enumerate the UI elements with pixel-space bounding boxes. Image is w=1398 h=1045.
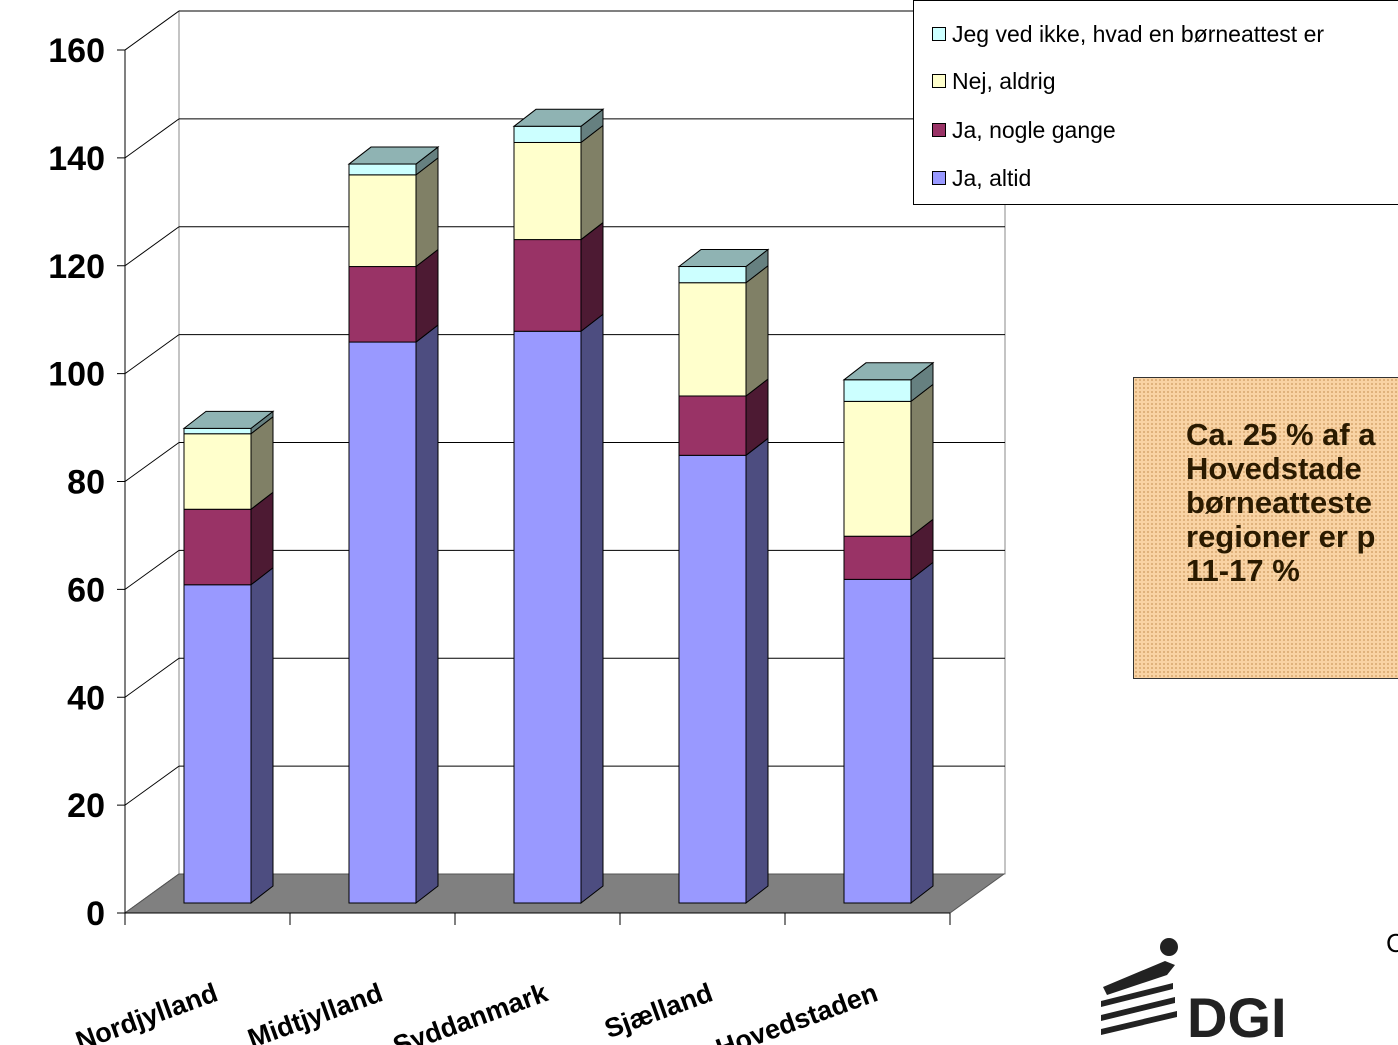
bar-side [910, 561, 934, 905]
logo-stripe [1101, 983, 1173, 1007]
bar-segment [183, 427, 252, 435]
gridline-diagonal [124, 226, 180, 267]
bar-segment [678, 395, 747, 456]
bar-segment [348, 266, 417, 343]
legend: Jeg ved ikke, hvad en børneattest er Nej… [913, 0, 1398, 205]
x-tick-label: Sjælland [601, 977, 717, 1044]
dgi-logo: DGI [1101, 938, 1287, 1045]
logo-text: DGI [1187, 986, 1287, 1045]
bar-segment [183, 433, 252, 510]
gridline-diagonal [124, 334, 180, 375]
bar-side [745, 264, 769, 398]
edge-glyph: C [1386, 928, 1398, 958]
legend-swatch [932, 123, 946, 137]
bar-side [250, 566, 274, 905]
legend-item: Jeg ved ikke, hvad en børneattest er [932, 19, 1324, 49]
bar-segment [678, 282, 747, 397]
bar-top [677, 249, 770, 268]
bar-segment [513, 141, 582, 241]
bar-segment [513, 239, 582, 332]
legend-label: Ja, altid [952, 164, 1032, 191]
bar-segment [843, 379, 912, 402]
bar-segment [513, 125, 582, 143]
logo-body [1103, 961, 1175, 995]
gridline-diagonal [124, 10, 180, 51]
annotation-box: Ca. 25 % af a Hovedstade børneatteste re… [1133, 377, 1398, 679]
legend-swatch [932, 27, 946, 41]
gridline-diagonal [124, 442, 180, 482]
legend-item: Ja, altid [932, 163, 1031, 193]
gridline-diagonal [124, 549, 180, 590]
x-tick-label: Hovedstaden [712, 977, 882, 1045]
bar-top [842, 362, 935, 381]
y-tick-label: 140 [48, 140, 105, 178]
bar-side [580, 124, 604, 241]
bar-segment [843, 400, 912, 537]
bar-side [910, 383, 934, 538]
bar-top [347, 146, 440, 165]
bar-side [580, 313, 604, 905]
bar-segment [183, 508, 252, 586]
bar-segment [843, 578, 912, 904]
x-tick-label: Nordjylland [72, 977, 222, 1045]
gridline-diagonal [124, 657, 180, 698]
bar-segment [183, 584, 252, 904]
logo-stripe [1101, 997, 1175, 1021]
y-tick-label: 40 [67, 679, 105, 717]
bar-top [182, 410, 275, 429]
y-tick-label: 160 [48, 32, 105, 70]
legend-label: Ja, nogle gange [952, 116, 1116, 143]
bar-segment [678, 454, 747, 904]
y-tick-label: 120 [48, 248, 105, 286]
y-tick-label: 80 [67, 464, 105, 502]
y-tick-label: 20 [67, 787, 105, 825]
bar-segment [348, 163, 417, 176]
legend-label: Jeg ved ikke, hvad en børneattest er [952, 20, 1325, 47]
bar-segment [348, 341, 417, 904]
bar-side [415, 156, 439, 268]
legend-swatch [932, 171, 946, 185]
bar-side [580, 221, 604, 333]
legend-item: Ja, nogle gange [932, 115, 1116, 145]
legend-label: Nej, aldrig [952, 67, 1056, 94]
bar-top [512, 108, 605, 127]
logo-head [1160, 938, 1178, 956]
bar-side [745, 437, 769, 905]
x-tick-label: Syddanmark [389, 977, 552, 1045]
gridline-diagonal [124, 118, 180, 159]
bar-segment [348, 174, 417, 268]
bar-segment [843, 535, 912, 580]
legend-swatch [932, 74, 946, 88]
y-tick-label: 0 [86, 895, 105, 933]
bar-segment [678, 266, 747, 284]
y-tick-label: 100 [48, 356, 105, 394]
annotation-text: Ca. 25 % af a Hovedstade børneatteste re… [1186, 417, 1376, 588]
gridline-diagonal [124, 765, 180, 806]
legend-item: Nej, aldrig [932, 66, 1056, 96]
logo-stripe [1101, 1011, 1177, 1035]
x-tick-label: Midtjylland [244, 977, 387, 1045]
bar-segment [513, 330, 582, 904]
y-tick-label: 60 [67, 571, 105, 609]
bar-side [415, 324, 439, 905]
